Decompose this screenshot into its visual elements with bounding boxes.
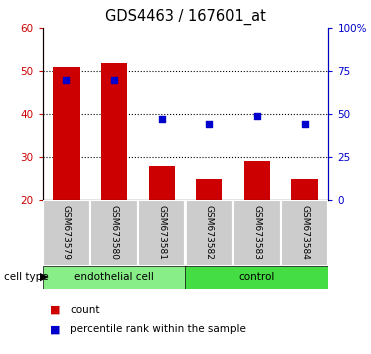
Bar	[53, 67, 79, 200]
Text: GSM673579: GSM673579	[62, 205, 71, 260]
Bar	[281, 200, 328, 266]
Text: ▶: ▶	[40, 272, 49, 282]
Point	[302, 122, 308, 127]
Point	[206, 122, 212, 127]
Bar	[196, 178, 222, 200]
Bar	[233, 200, 281, 266]
Text: endothelial cell: endothelial cell	[74, 272, 154, 282]
Point	[111, 77, 117, 83]
Text: GDS4463 / 167601_at: GDS4463 / 167601_at	[105, 9, 266, 25]
Text: ■: ■	[50, 324, 60, 334]
Point	[63, 77, 69, 83]
Text: cell type: cell type	[4, 272, 48, 282]
Text: GSM673580: GSM673580	[109, 205, 119, 260]
Bar	[90, 200, 138, 266]
Bar	[244, 161, 270, 200]
Text: GSM673584: GSM673584	[300, 205, 309, 260]
Text: percentile rank within the sample: percentile rank within the sample	[70, 324, 246, 334]
Text: GSM673581: GSM673581	[157, 205, 166, 260]
Bar	[292, 178, 318, 200]
Text: ■: ■	[50, 305, 60, 315]
Bar	[43, 266, 186, 289]
Bar	[43, 200, 90, 266]
Point	[159, 116, 165, 122]
Bar	[149, 166, 175, 200]
Bar	[138, 200, 186, 266]
Point	[254, 113, 260, 119]
Bar	[101, 63, 127, 200]
Bar	[186, 266, 328, 289]
Text: count: count	[70, 305, 100, 315]
Text: GSM673583: GSM673583	[252, 205, 262, 260]
Bar	[186, 200, 233, 266]
Text: GSM673582: GSM673582	[205, 205, 214, 260]
Text: control: control	[239, 272, 275, 282]
